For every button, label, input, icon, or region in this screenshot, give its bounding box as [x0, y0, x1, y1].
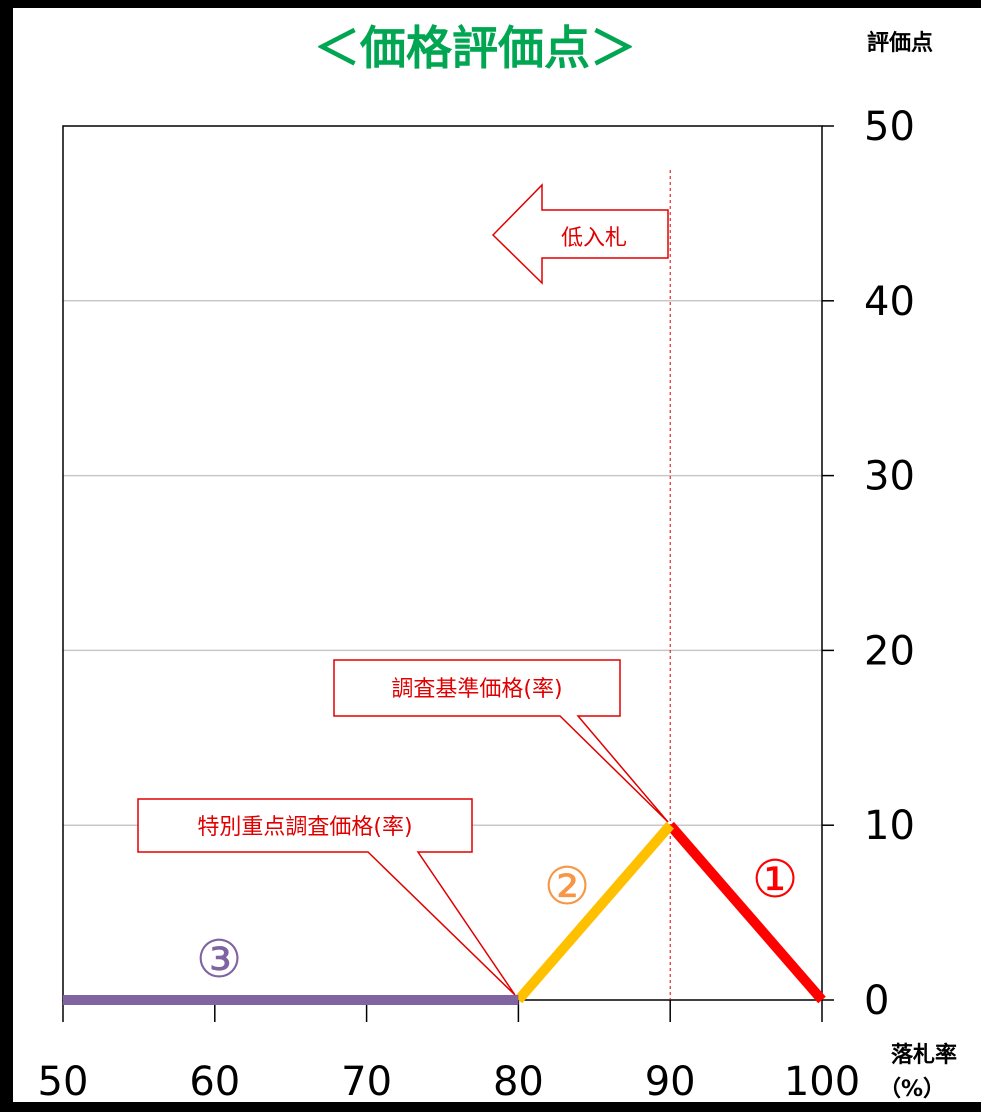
x-axis-label: 落札率	[891, 1042, 957, 1068]
series-lines	[63, 821, 826, 1005]
y-axis-label: 評価点	[867, 30, 933, 56]
special-price-callout	[137, 798, 516, 996]
y-tick-label-30: 30	[864, 454, 915, 500]
x-tick-label-70: 70	[341, 1059, 392, 1105]
survey-price-callout	[333, 659, 669, 823]
x-tick-label-60: 60	[189, 1059, 240, 1105]
x-axis-unit: （%）	[879, 1077, 945, 1102]
chart-title: ＜価格評価点＞	[314, 21, 636, 75]
x-tick-label-50: 50	[38, 1059, 89, 1105]
low-bid-label: 低入札	[561, 226, 627, 251]
y-tick-label-40: 40	[864, 279, 915, 325]
y-tick-label-0: 0	[864, 978, 889, 1024]
y-tick-label-20: 20	[864, 628, 915, 674]
series-1-label: ①	[752, 850, 799, 910]
series-3-label: ③	[196, 930, 243, 990]
series-line-1	[666, 821, 826, 1004]
axis-ticks: 0 10 20 30 40 50 50 60 70 80 90 100	[38, 104, 915, 1105]
gridlines	[63, 300, 822, 826]
series-2-label: ②	[544, 857, 591, 917]
series-line-2	[514, 821, 674, 1004]
low-bid-arrow	[491, 183, 669, 285]
y-tick-label-10: 10	[864, 803, 915, 849]
y-tick-label-50: 50	[864, 104, 915, 150]
survey-price-label: 調査基準価格(率)	[391, 677, 562, 702]
x-tick-label-100: 100	[784, 1059, 860, 1105]
x-tick-label-80: 80	[493, 1059, 544, 1105]
special-price-label: 特別重点調査価格(率)	[197, 815, 412, 840]
x-tick-label-90: 90	[645, 1059, 696, 1105]
